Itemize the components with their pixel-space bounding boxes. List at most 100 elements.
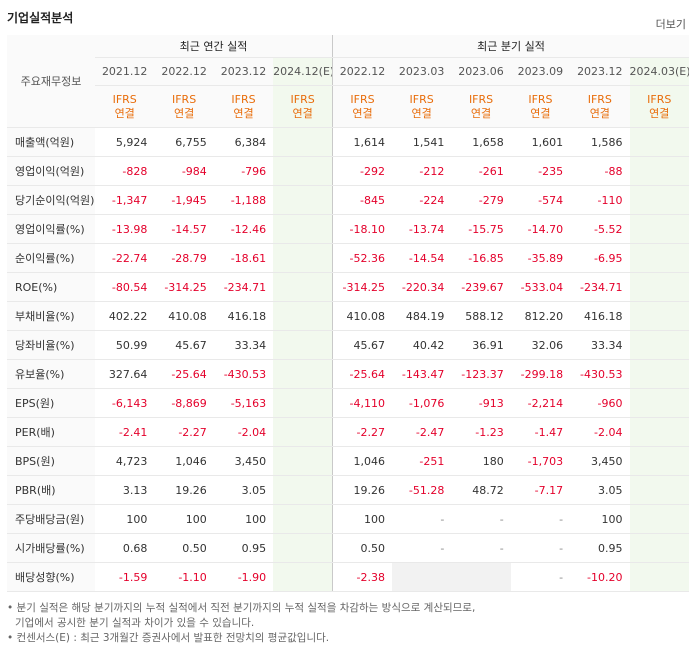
value-cell: -1.10 [154,562,214,592]
value-cell [629,504,689,534]
value-cell: 416.18 [213,301,274,331]
value-cell: -5.52 [570,214,630,244]
period: 2024.12(E) [273,57,333,86]
value-cell: -6,143 [95,388,155,418]
value-cell: 588.12 [451,301,511,331]
value-cell: 3,450 [570,446,630,476]
value-cell: -845 [332,185,392,215]
value-cell: - [510,533,571,563]
value-cell: -1,945 [154,185,214,215]
row-label: 주당배당금(원) [7,504,95,534]
value-cell: -1,703 [510,446,571,476]
more-link[interactable]: 더보기 [655,18,686,31]
standard-text: IFRS [350,92,375,106]
value-cell: 1,586 [570,127,630,157]
value-cell: -220.34 [391,272,452,302]
standard-text: IFRS [647,92,672,106]
value-cell: -7.17 [510,475,571,505]
standard: IFRS 연결 [154,85,214,128]
row-label: PBR(배) [7,475,95,505]
value-cell: - [451,504,511,534]
value-cell: -13.98 [95,214,155,244]
standard-text: IFRS [528,92,553,106]
value-cell: -123.37 [451,359,511,389]
value-cell: -574 [510,185,571,215]
group-header: 최근 분기 실적 [332,35,689,58]
standard-text: IFRS [231,92,256,106]
value-cell [629,214,689,244]
value-cell: 0.50 [154,533,214,563]
value-cell: -2.04 [570,417,630,447]
value-cell [273,359,333,389]
row-label: EPS(원) [7,388,95,418]
period: 2023.12 [213,57,274,86]
value-cell [273,214,333,244]
value-cell [629,359,689,389]
value-cell [391,562,452,592]
value-cell [273,533,333,563]
data-row: PER(배) -2.41 -2.27 -2.04 -2.27 -2.47 -1.23 -1.4… [7,417,689,447]
standard: IFRS 연결 [391,85,452,128]
value-cell: 32.06 [510,330,571,360]
standard-text: 연결 [233,106,254,120]
value-cell: 33.34 [570,330,630,360]
data-row: 부채비율(%) 402.22 410.08 416.18 410.08 484.19 588… [7,301,689,331]
value-cell: 6,755 [154,127,214,157]
value-cell: -110 [570,185,630,215]
value-cell [273,562,333,592]
notes: • 분기 실적은 해당 분기까지의 누적 실적에서 직전 분기까지의 누적 실적… [7,601,475,646]
value-cell: -2.38 [332,562,392,592]
value-cell [273,185,333,215]
row-label: 영업이익(억원) [7,156,95,186]
note-text: 기업에서 공시한 분기 실적과 차이가 있을 수 있습니다. [15,617,255,629]
corner-cell: 주요재무정보 [7,35,95,128]
standard-text: 연결 [352,106,373,120]
value-cell [629,562,689,592]
value-cell: -984 [154,156,214,186]
standard: IFRS 연결 [629,85,689,128]
row-label: 당기순이익(억원) [7,185,95,215]
standard: IFRS 연결 [213,85,274,128]
value-cell: -25.64 [332,359,392,389]
value-cell: -430.53 [213,359,274,389]
period: 2023.06 [451,57,511,86]
value-cell: 0.95 [570,533,630,563]
data-row: 유보율(%) 327.64 -25.64 -430.53 -25.64 -143.47 -1… [7,359,689,389]
value-cell: -6.95 [570,243,630,273]
data-row: 주당배당금(원) 100 100 100 100- - -100 [7,504,689,534]
value-cell: -18.61 [213,243,274,273]
value-cell: -1.23 [451,417,511,447]
value-cell: -14.70 [510,214,571,244]
row-label: 배당성향(%) [7,562,95,592]
financial-table: 주요재무정보 최근 연간 실적 최근 분기 실적 2021.12 2022.12 2023… [7,35,689,592]
value-cell: 1,601 [510,127,571,157]
value-cell: 3.13 [95,475,155,505]
value-cell [273,127,333,157]
standard-text: IFRS [468,92,494,106]
value-cell: 0.50 [332,533,392,563]
standard: IFRS 연결 [570,85,630,128]
value-cell: 1,046 [332,446,392,476]
row-label: 시가배당률(%) [7,533,95,563]
standard-text: 연결 [530,106,551,120]
group-header: 최근 연간 실적 [95,35,333,58]
value-cell: -2.41 [95,417,155,447]
value-cell: -2.27 [332,417,392,447]
value-cell: -261 [451,156,511,186]
standard-text: 연결 [649,106,670,120]
row-label: ROE(%) [7,272,95,302]
standard-text: IFRS [290,92,315,106]
value-cell: -234.71 [213,272,274,302]
value-cell: -251 [391,446,452,476]
data-row: ROE(%) -80.54 -314.25 -234.71 -314.25 -220.34… [7,272,689,302]
row-label: 매출액(억원) [7,127,95,157]
value-cell [629,475,689,505]
value-cell: -80.54 [95,272,155,302]
value-cell: -314.25 [154,272,214,302]
row-label: PER(배) [7,417,95,447]
value-cell: -235 [510,156,571,186]
value-cell [273,475,333,505]
standard-text: 연결 [114,106,135,120]
value-cell: 410.08 [154,301,214,331]
